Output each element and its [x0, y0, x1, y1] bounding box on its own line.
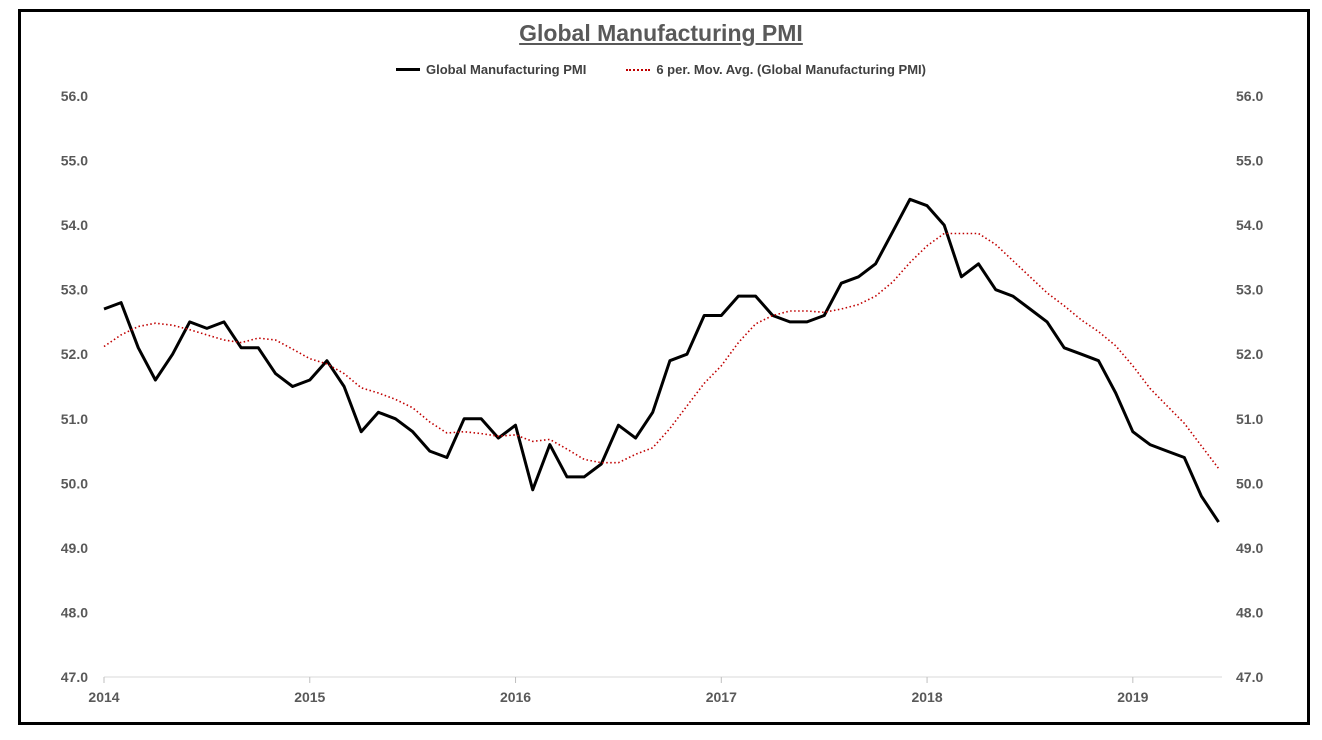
y-tick-label-right: 52.0	[1236, 346, 1263, 362]
legend-swatch-pmi	[396, 68, 420, 71]
y-tick-label-right: 55.0	[1236, 153, 1263, 169]
chart-title: Global Manufacturing PMI	[519, 20, 803, 46]
y-tick-label-right: 50.0	[1236, 475, 1263, 491]
chart-legend: Global Manufacturing PMI 6 per. Mov. Avg…	[0, 62, 1322, 77]
y-tick-label-right: 48.0	[1236, 604, 1263, 620]
y-tick-label-left: 48.0	[61, 604, 88, 620]
y-tick-label-left: 55.0	[61, 153, 88, 169]
y-tick-label-right: 49.0	[1236, 540, 1263, 556]
legend-label-mov-avg: 6 per. Mov. Avg. (Global Manufacturing P…	[656, 62, 926, 77]
x-tick-label: 2016	[500, 689, 531, 705]
y-tick-label-right: 54.0	[1236, 217, 1263, 233]
chart-frame	[18, 9, 1310, 725]
y-tick-label-left: 53.0	[61, 282, 88, 298]
x-tick-label: 2015	[294, 689, 325, 705]
series-line-moving-average	[103, 232, 1220, 469]
x-tick-label: 2019	[1117, 689, 1148, 705]
y-tick-label-left: 51.0	[61, 411, 88, 427]
legend-item-pmi: Global Manufacturing PMI	[396, 62, 586, 77]
x-tick-label: 2017	[706, 689, 737, 705]
y-tick-label-left: 47.0	[61, 669, 88, 685]
y-tick-label-left: 54.0	[61, 217, 88, 233]
x-tick-label: 2014	[88, 689, 119, 705]
series-line-pmi	[103, 197, 1220, 523]
y-tick-label-right: 47.0	[1236, 669, 1263, 685]
legend-item-mov-avg: 6 per. Mov. Avg. (Global Manufacturing P…	[626, 62, 926, 77]
y-tick-label-right: 51.0	[1236, 411, 1263, 427]
y-tick-label-left: 50.0	[61, 475, 88, 491]
legend-label-pmi: Global Manufacturing PMI	[426, 62, 587, 77]
legend-swatch-mov-avg	[626, 68, 651, 71]
y-tick-label-left: 49.0	[61, 540, 88, 556]
x-tick-label: 2018	[911, 689, 942, 705]
y-tick-label-left: 52.0	[61, 346, 88, 362]
y-tick-label-left: 56.0	[61, 88, 88, 104]
y-tick-label-right: 53.0	[1236, 282, 1263, 298]
y-tick-label-right: 56.0	[1236, 88, 1263, 104]
